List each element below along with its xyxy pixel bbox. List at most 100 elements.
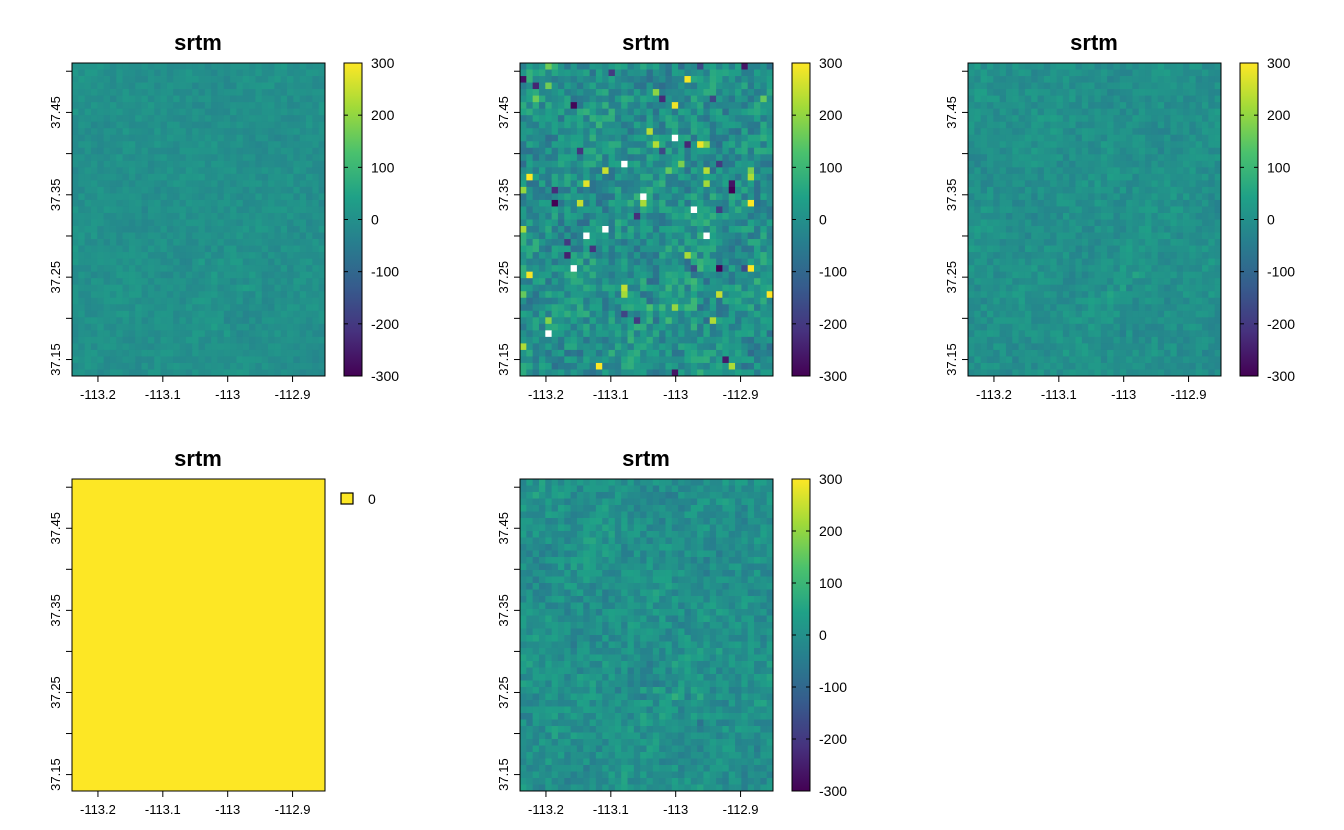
raster-cell <box>526 291 534 299</box>
raster-cell <box>185 69 193 77</box>
raster-cell <box>608 69 616 77</box>
raster-cell <box>532 121 540 129</box>
raster-cell <box>192 245 199 253</box>
raster-cell <box>570 291 578 299</box>
raster-cell <box>1132 134 1140 142</box>
raster-cell <box>78 284 86 292</box>
raster-cell <box>576 206 584 214</box>
raster-cell <box>1094 199 1102 207</box>
raster-cell <box>84 258 92 266</box>
raster-cell <box>1157 141 1165 149</box>
raster-cell <box>703 141 711 149</box>
raster-cell <box>293 121 301 129</box>
raster-cell <box>135 245 142 253</box>
raster-cell <box>766 349 774 357</box>
raster-cell <box>678 134 685 142</box>
raster-cell <box>671 69 679 77</box>
raster-cell <box>173 297 180 305</box>
raster-cell <box>595 199 603 207</box>
raster-cell <box>1075 141 1083 149</box>
raster-cell <box>766 362 774 370</box>
x-tick-label: -113.1 <box>593 387 629 402</box>
raster-cell <box>223 291 231 299</box>
raster-cell <box>766 330 774 338</box>
raster-cell <box>1208 154 1216 162</box>
raster-cell <box>116 212 124 220</box>
raster-cell <box>722 219 730 227</box>
raster-cell <box>1024 128 1032 136</box>
raster-cell <box>652 186 660 194</box>
raster-cell <box>198 356 206 364</box>
raster-cell <box>1157 95 1165 103</box>
raster-cell <box>198 304 206 312</box>
raster-cell <box>230 362 237 370</box>
raster-cell <box>652 245 660 253</box>
raster-cell <box>147 141 155 149</box>
raster-cell <box>103 134 111 142</box>
raster-cell <box>728 336 736 344</box>
raster-cell <box>633 258 641 266</box>
raster-cell <box>1018 226 1026 233</box>
raster-cell <box>249 226 256 233</box>
raster-cell <box>1214 82 1222 90</box>
raster-cell <box>192 323 199 331</box>
raster-cell <box>147 323 155 331</box>
raster-cell <box>716 82 723 90</box>
raster-cell <box>602 89 609 96</box>
raster-cell <box>754 212 761 220</box>
raster-cell <box>766 180 774 188</box>
raster-cell <box>608 180 616 188</box>
raster-cell <box>671 115 679 123</box>
raster-cell <box>97 362 105 370</box>
raster-cell <box>287 291 294 299</box>
raster-cell <box>697 147 704 155</box>
raster-cell <box>261 128 269 136</box>
raster-cell <box>1056 180 1064 188</box>
raster-cell <box>640 199 647 207</box>
raster-cell <box>185 102 193 110</box>
raster-cell <box>690 212 698 220</box>
raster-cell <box>754 284 761 292</box>
raster-cell <box>633 147 641 155</box>
raster-cell <box>747 147 755 155</box>
raster-cell <box>261 317 269 325</box>
y-tick-label: 37.35 <box>496 179 511 212</box>
raster-cell <box>1075 76 1083 83</box>
raster-cell <box>1018 180 1026 188</box>
raster-cell <box>116 362 124 370</box>
raster-cell <box>109 245 117 253</box>
raster-cell <box>217 102 225 110</box>
raster-cell <box>1214 193 1222 201</box>
raster-cell <box>141 232 149 240</box>
raster-cell <box>583 330 590 338</box>
raster-cell <box>293 252 301 260</box>
raster-cell <box>633 173 641 181</box>
raster-cell <box>1119 173 1127 181</box>
raster-cell <box>122 95 130 103</box>
raster-cell <box>980 219 988 227</box>
raster-cell <box>754 278 761 286</box>
raster-cell <box>173 102 180 110</box>
raster-cell <box>602 108 609 116</box>
raster-cell <box>716 245 723 253</box>
raster-cell <box>274 258 282 266</box>
raster-cell <box>236 141 244 149</box>
raster-cell <box>147 232 155 240</box>
raster-cell <box>538 278 546 286</box>
raster-cell <box>103 219 111 227</box>
raster-cell <box>595 63 603 70</box>
raster-cell <box>318 317 326 325</box>
raster-cell <box>665 362 673 370</box>
raster-cell <box>72 76 79 83</box>
raster-cell <box>223 369 231 377</box>
raster-cell <box>160 232 168 240</box>
raster-cell <box>589 245 597 253</box>
raster-cell <box>614 323 622 331</box>
raster-cell <box>526 154 534 162</box>
raster-cell <box>122 265 130 273</box>
raster-cell <box>293 349 301 357</box>
raster-cell <box>90 291 98 299</box>
raster-cell <box>1189 141 1197 149</box>
raster-cell <box>1113 180 1121 188</box>
